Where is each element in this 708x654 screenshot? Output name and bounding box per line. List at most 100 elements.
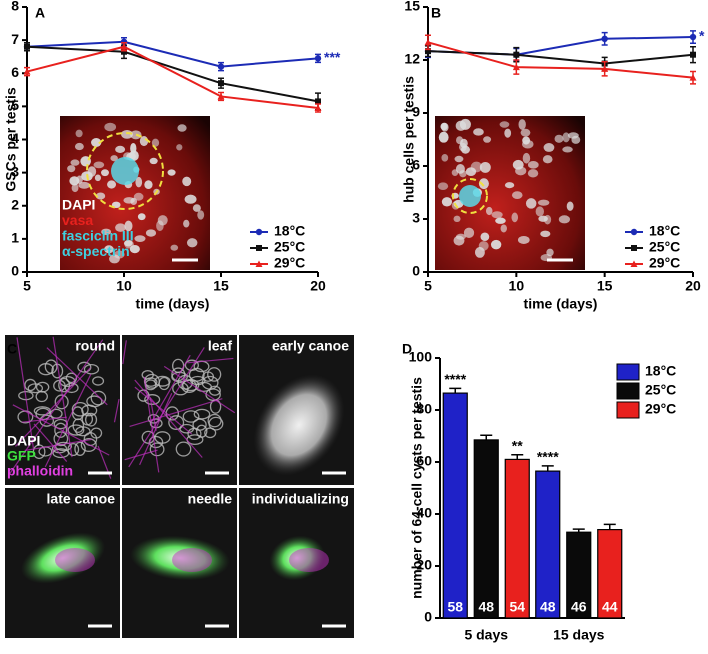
nucleus [455, 120, 467, 131]
nucleus [137, 213, 146, 221]
nucleus [133, 192, 144, 201]
y-tick-label: 4 [11, 130, 19, 146]
actin [187, 357, 234, 364]
nucleus [485, 206, 493, 216]
panel-label: C [7, 341, 17, 357]
y-tick-label: 0 [11, 263, 19, 279]
y-tick-label: 0 [424, 609, 432, 625]
sample-size: 46 [571, 599, 587, 615]
series-line [26, 45, 319, 110]
x-tick-label: 5 days [464, 627, 508, 643]
nucleus [123, 240, 133, 247]
legend-marker [256, 245, 262, 251]
bar [566, 531, 592, 619]
actin [44, 373, 92, 468]
nucleus [441, 197, 453, 207]
legend-marker [630, 228, 638, 236]
nucleus [115, 145, 126, 153]
y-tick-label: 40 [416, 505, 432, 521]
x-tick-label: 5 [23, 278, 31, 294]
y-tick-label: 20 [416, 557, 432, 573]
hub [459, 185, 481, 207]
nucleus [540, 230, 551, 238]
nucleus [478, 178, 489, 190]
nucleus [554, 134, 564, 143]
nucleus [145, 229, 157, 237]
x-tick-label: 15 days [553, 627, 605, 643]
data-point [120, 43, 128, 50]
nucleus [511, 191, 523, 200]
cell [58, 377, 71, 393]
nucleus [109, 254, 120, 264]
hub-outline [86, 132, 164, 210]
stage-label: round [75, 338, 115, 354]
actin [134, 386, 193, 435]
nucleus [454, 155, 464, 163]
data-point [23, 68, 31, 75]
actin [143, 376, 160, 473]
nucleus [135, 176, 143, 188]
significance: *** [324, 49, 341, 65]
nucleus [124, 220, 133, 232]
legend-swatch [616, 401, 640, 419]
cell [184, 359, 199, 372]
nucleus [186, 238, 198, 248]
cell [32, 444, 46, 460]
data-point [689, 74, 697, 81]
nucleus [515, 166, 527, 176]
data-point [513, 51, 520, 58]
legend-label: 29°C [274, 255, 305, 271]
inset-label: α-spectrin [62, 243, 130, 259]
data-point [424, 38, 432, 46]
panel-label: D [402, 341, 412, 357]
cell [195, 424, 208, 438]
inset-image [60, 116, 210, 270]
nucleus [107, 180, 117, 189]
nucleus [538, 215, 548, 222]
actin [21, 416, 67, 423]
stage-label: needle [188, 491, 233, 507]
nucleus [491, 211, 503, 219]
actin-cone [289, 548, 329, 572]
error-bar [511, 453, 524, 460]
nucleus [483, 136, 492, 143]
nucleus [520, 128, 531, 137]
cell [54, 422, 68, 438]
actin [128, 347, 205, 468]
actin [52, 336, 73, 458]
cell [171, 367, 186, 382]
inset-label: DAPI [62, 197, 95, 213]
significance: * [699, 28, 705, 44]
series-line [427, 41, 694, 79]
sample-size: 48 [478, 599, 494, 615]
x-tick-label: 10 [509, 278, 525, 294]
cell [77, 361, 92, 373]
y-tick-label: 9 [412, 104, 420, 120]
cell [71, 401, 89, 417]
cell [202, 371, 215, 382]
nucleus [527, 169, 539, 178]
nucleus [101, 169, 109, 177]
image-layer [5, 335, 354, 638]
nucleus [129, 244, 140, 254]
nucleus [463, 227, 475, 239]
y-tick-label: 6 [412, 157, 420, 173]
nucleus [543, 143, 555, 152]
hub-outline [452, 178, 488, 214]
actin [113, 398, 120, 423]
actin [24, 438, 92, 452]
error-bar [603, 523, 616, 530]
y-tick-label: 100 [409, 349, 433, 365]
nucleus [558, 215, 571, 224]
cell [83, 363, 100, 375]
bar [597, 528, 623, 619]
cell [44, 359, 58, 374]
error-bar [449, 387, 462, 394]
legend-label: 18°C [645, 363, 676, 379]
actin [122, 340, 127, 365]
bar [473, 439, 499, 619]
nucleus [518, 119, 526, 130]
micrograph [5, 335, 120, 485]
cell [35, 390, 48, 403]
legend-label: 18°C [649, 223, 680, 239]
